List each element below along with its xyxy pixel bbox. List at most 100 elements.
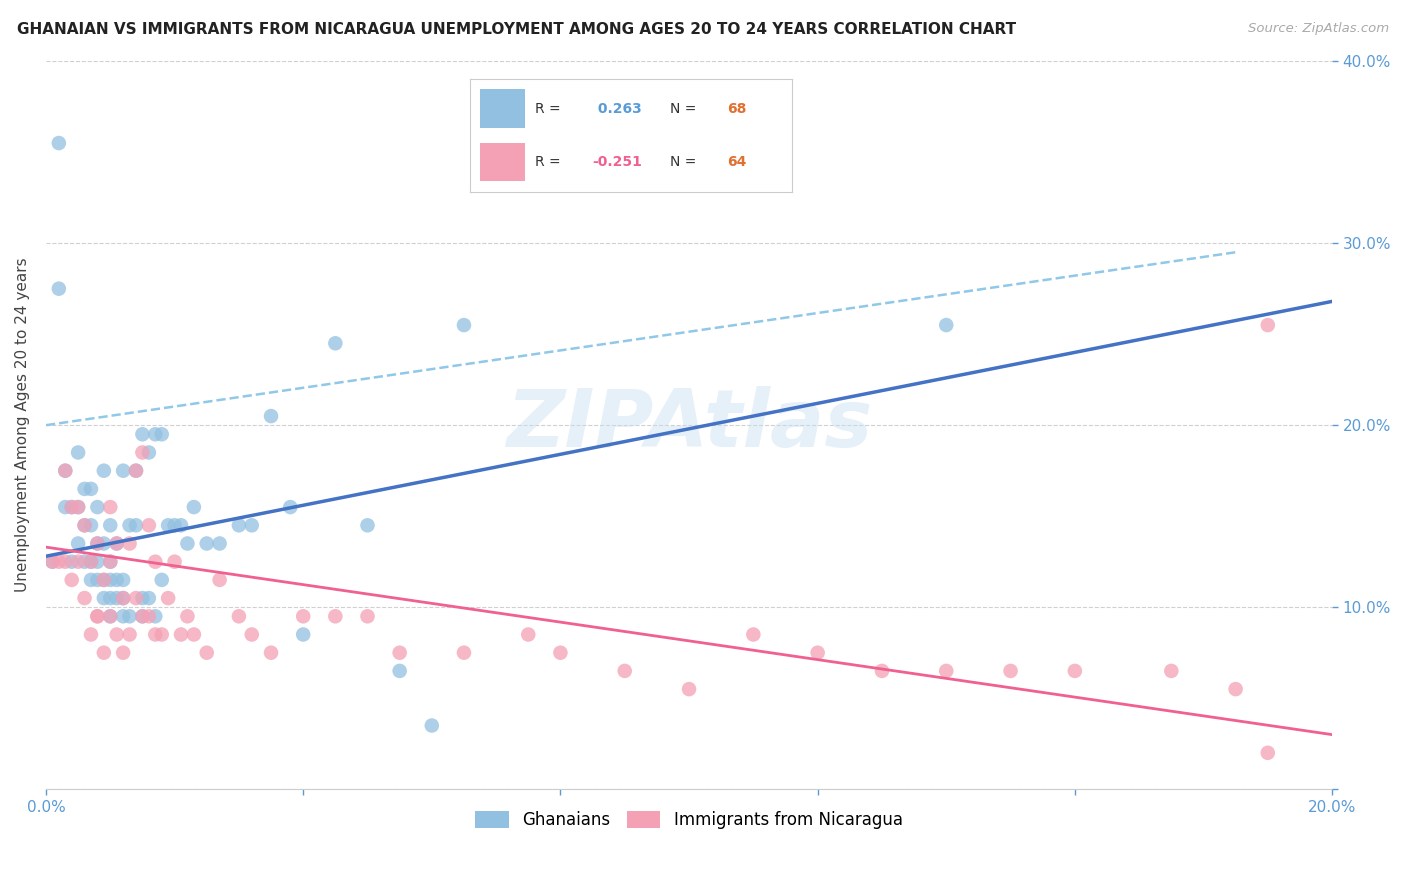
Point: [935, 664, 957, 678]
Point: [260, 409, 283, 423]
Point: [67, 500, 90, 514]
Point: [453, 318, 475, 332]
Point: [208, 573, 231, 587]
Point: [60, 500, 83, 514]
Point: [325, 609, 347, 624]
Point: [195, 646, 218, 660]
Point: [138, 445, 160, 459]
Point: [170, 518, 193, 533]
Point: [176, 609, 198, 624]
Point: [98, 518, 121, 533]
Point: [240, 627, 263, 641]
Point: [67, 536, 90, 550]
Point: [388, 646, 411, 660]
Point: [1225, 682, 1247, 697]
Point: [1000, 664, 1022, 678]
Point: [105, 536, 128, 550]
Point: [98, 500, 121, 514]
Point: [138, 518, 160, 533]
Point: [143, 427, 166, 442]
Point: [112, 591, 135, 606]
Point: [80, 555, 103, 569]
Point: [73, 518, 96, 533]
Point: [93, 464, 115, 478]
Point: [86, 609, 108, 624]
Point: [86, 500, 108, 514]
Point: [112, 464, 135, 478]
Point: [67, 500, 90, 514]
Point: [157, 591, 180, 606]
Point: [86, 573, 108, 587]
Point: [678, 682, 700, 697]
Point: [143, 555, 166, 569]
Point: [356, 518, 378, 533]
Point: [93, 536, 115, 550]
Point: [195, 536, 218, 550]
Point: [870, 664, 893, 678]
Point: [150, 573, 173, 587]
Point: [150, 627, 173, 641]
Point: [807, 646, 830, 660]
Point: [93, 573, 115, 587]
Point: [73, 482, 96, 496]
Point: [98, 609, 121, 624]
Point: [356, 609, 378, 624]
Point: [388, 664, 411, 678]
Point: [150, 427, 173, 442]
Point: [183, 500, 205, 514]
Point: [98, 555, 121, 569]
Point: [80, 627, 103, 641]
Point: [613, 664, 636, 678]
Point: [73, 555, 96, 569]
Point: [80, 518, 103, 533]
Point: [86, 555, 108, 569]
Point: [292, 609, 315, 624]
Point: [105, 591, 128, 606]
Text: Source: ZipAtlas.com: Source: ZipAtlas.com: [1249, 22, 1389, 36]
Point: [143, 609, 166, 624]
Point: [93, 573, 115, 587]
Point: [98, 573, 121, 587]
Point: [143, 627, 166, 641]
Point: [80, 555, 103, 569]
Y-axis label: Unemployment Among Ages 20 to 24 years: Unemployment Among Ages 20 to 24 years: [15, 258, 30, 592]
Point: [325, 336, 347, 351]
Point: [131, 609, 153, 624]
Point: [53, 464, 76, 478]
Point: [80, 573, 103, 587]
Point: [170, 627, 193, 641]
Point: [118, 609, 141, 624]
Point: [98, 555, 121, 569]
Point: [93, 646, 115, 660]
Point: [93, 591, 115, 606]
Point: [138, 591, 160, 606]
Point: [1257, 746, 1279, 760]
Point: [157, 518, 180, 533]
Point: [228, 609, 250, 624]
Point: [73, 518, 96, 533]
Point: [98, 591, 121, 606]
Point: [48, 555, 70, 569]
Point: [138, 609, 160, 624]
Point: [118, 627, 141, 641]
Point: [208, 536, 231, 550]
Point: [86, 536, 108, 550]
Point: [118, 518, 141, 533]
Point: [517, 627, 540, 641]
Point: [125, 464, 148, 478]
Point: [112, 646, 135, 660]
Legend: Ghanaians, Immigrants from Nicaragua: Ghanaians, Immigrants from Nicaragua: [468, 804, 910, 836]
Point: [125, 518, 148, 533]
Point: [80, 482, 103, 496]
Point: [228, 518, 250, 533]
Point: [453, 646, 475, 660]
Point: [60, 500, 83, 514]
Point: [278, 500, 301, 514]
Point: [292, 627, 315, 641]
Point: [73, 591, 96, 606]
Point: [183, 627, 205, 641]
Point: [105, 627, 128, 641]
Point: [53, 464, 76, 478]
Point: [67, 555, 90, 569]
Point: [125, 591, 148, 606]
